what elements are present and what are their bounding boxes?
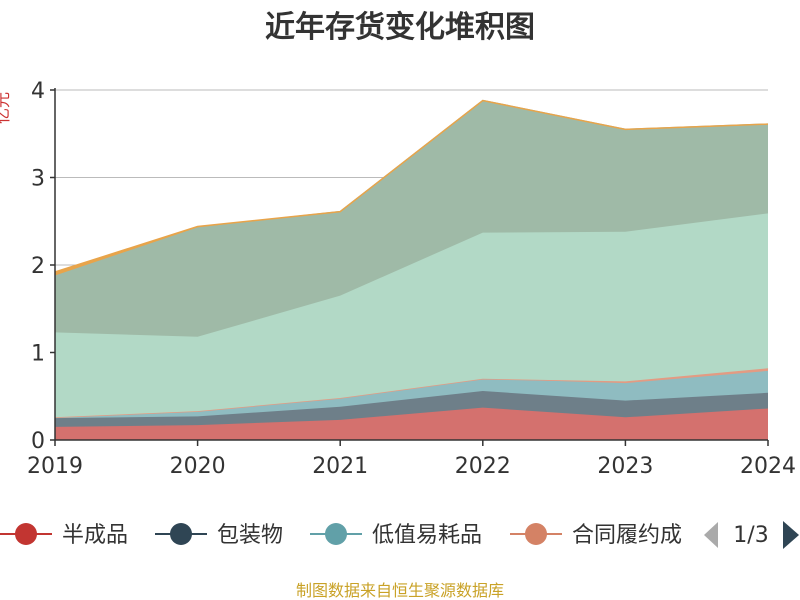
x-tick-label: 2021 <box>312 454 368 479</box>
legend-prev-arrow-icon[interactable] <box>704 522 718 548</box>
area-series-0 <box>55 407 768 440</box>
x-tick-label: 2022 <box>455 454 511 479</box>
legend-label: 半成品 <box>62 523 128 548</box>
y-tick-label: 1 <box>31 342 45 367</box>
legend-label: 合同履约成 <box>572 523 682 548</box>
area-series-1 <box>55 391 768 427</box>
x-tick-label: 2019 <box>27 454 83 479</box>
x-tick-label: 2024 <box>740 454 796 479</box>
legend-marker <box>525 523 547 545</box>
legend[interactable]: 半成品 包装物 低值易耗品 合同履约成 1/3 <box>0 521 799 549</box>
legend-marker <box>325 523 347 545</box>
legend-item-1[interactable]: 包装物 <box>155 523 283 548</box>
legend-marker <box>15 523 37 545</box>
y-tick-label: 0 <box>31 429 45 454</box>
legend-label: 包装物 <box>217 523 283 548</box>
legend-label: 低值易耗品 <box>372 523 482 548</box>
legend-item-3[interactable]: 合同履约成 <box>510 523 682 548</box>
x-tick-label: 2020 <box>170 454 226 479</box>
legend-item-0[interactable]: 半成品 <box>0 523 128 548</box>
area-line-6 <box>54 99 769 273</box>
legend-item-2[interactable]: 低值易耗品 <box>310 523 482 548</box>
y-tick-label: 2 <box>31 254 45 279</box>
y-tick-label: 3 <box>31 167 45 192</box>
legend-page-indicator: 1/3 <box>733 523 768 548</box>
area-series-5 <box>55 100 768 337</box>
area-series-group <box>54 99 769 440</box>
area-series-4 <box>55 213 768 418</box>
y-axis-label: 亿元 <box>0 92 12 124</box>
axes: 0 1 2 3 4 2019 2020 2021 2022 2023 2024 <box>27 79 796 479</box>
chart-title: 近年存货变化堆积图 <box>265 10 535 45</box>
source-note: 制图数据来自恒生聚源数据库 <box>296 581 504 600</box>
y-tick-label: 4 <box>31 79 45 104</box>
x-tick-label: 2023 <box>597 454 653 479</box>
legend-marker <box>170 523 192 545</box>
legend-next-arrow-icon[interactable] <box>783 521 799 549</box>
